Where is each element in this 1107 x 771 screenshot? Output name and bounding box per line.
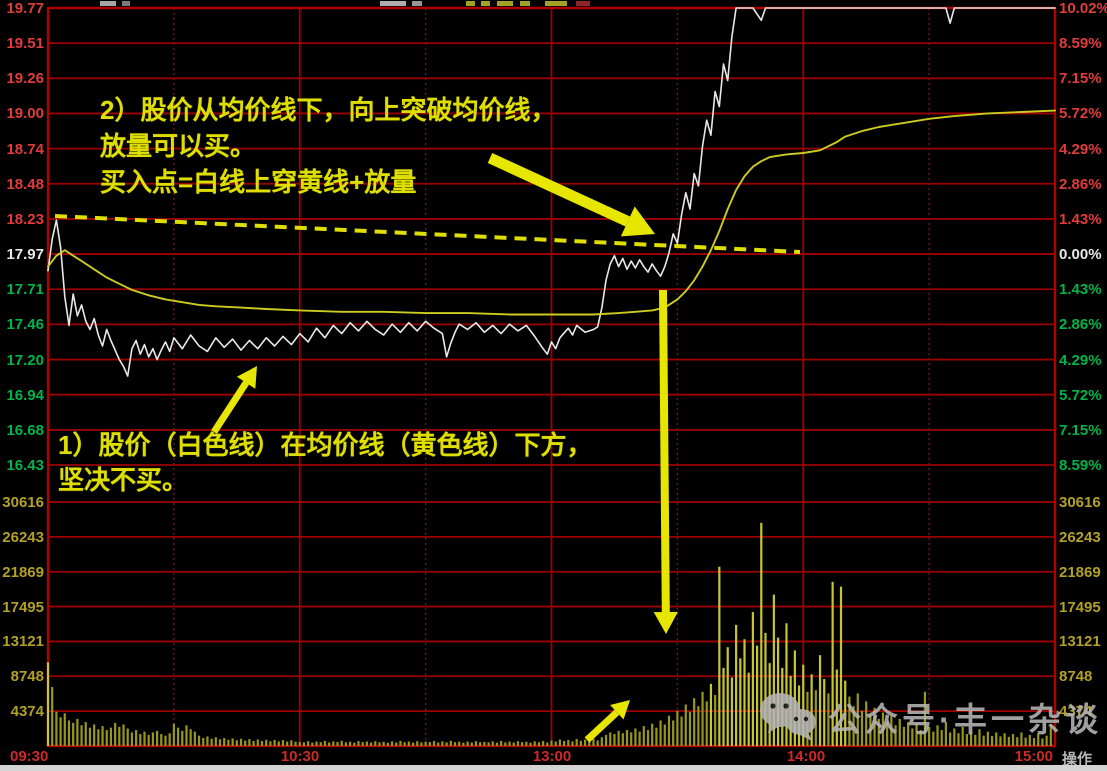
price-axis-tick: 16.68 xyxy=(6,421,44,439)
price-axis-tick: 19.00 xyxy=(6,105,44,123)
price-axis-tick: 16.43 xyxy=(6,457,44,474)
annotation-line: 1）股价（白色线）在均价线（黄色线）下方， xyxy=(58,430,593,460)
percent-axis-tick: 8.59% xyxy=(1059,457,1102,474)
percent-axis-tick: 7.15% xyxy=(1059,421,1102,439)
annotation-line: 坚决不买。 xyxy=(58,465,189,495)
percent-axis-tick: 1.43% xyxy=(1059,210,1102,228)
annotation-line: 买入点=白线上穿黄线+放量 xyxy=(100,167,417,197)
volume-axis-tick-left: 8748 xyxy=(10,668,44,686)
price-axis-tick: 18.23 xyxy=(6,210,44,228)
volume-axis-tick-right: 17495 xyxy=(1059,598,1101,616)
percent-axis-tick: 10.02% xyxy=(1059,0,1107,17)
volume-axis-tick-right: 26243 xyxy=(1059,528,1101,546)
price-axis-tick: 17.46 xyxy=(6,316,44,334)
percent-axis-tick: 7.15% xyxy=(1059,70,1102,88)
volume-axis-tick-left: 21869 xyxy=(2,563,44,581)
annotation-no-buy-rule: 1）股价（白色线）在均价线（黄色线）下方， 坚决不买。 xyxy=(58,428,592,498)
window-bottom-edge xyxy=(0,765,1107,771)
time-axis-tick: 10:30 xyxy=(280,748,320,765)
annotation-line: 2）股价从均价线下，向上突破均价线， xyxy=(100,95,557,125)
percent-axis-tick: 1.43% xyxy=(1059,281,1102,299)
volume-axis-tick-left: 30616 xyxy=(2,494,44,511)
volume-axis-tick-right: 21869 xyxy=(1059,563,1101,581)
time-axis-tick: 09:30 xyxy=(10,748,49,765)
price-axis-tick: 19.77 xyxy=(6,0,44,17)
price-axis-tick: 17.97 xyxy=(6,246,44,264)
percent-axis-tick: 5.72% xyxy=(1059,386,1102,404)
percent-axis-tick: 2.86% xyxy=(1059,316,1102,334)
volume-axis-tick-right: 13121 xyxy=(1059,633,1101,651)
time-axis-tick: 14:00 xyxy=(786,748,826,765)
volume-axis-tick-left: 17495 xyxy=(2,598,44,616)
price-axis-tick: 19.51 xyxy=(6,35,44,53)
time-axis-tick: 15:00 xyxy=(1014,748,1053,765)
percent-axis-tick: 2.86% xyxy=(1059,175,1102,193)
percent-axis-tick: 8.59% xyxy=(1059,35,1102,53)
price-axis-tick: 17.71 xyxy=(6,281,44,299)
watermark-text: 公众号·丰一杂谈 xyxy=(828,701,1102,738)
volume-axis-tick-left: 4374 xyxy=(10,703,44,721)
time-axis: 09:30 10:30 13:00 14:00 15:00 xyxy=(0,748,1107,765)
wechat-icon xyxy=(760,693,816,741)
percent-axis-tick: 4.29% xyxy=(1059,140,1102,158)
price-axis-tick: 18.74 xyxy=(6,140,44,158)
percent-axis-tick: 0.00% xyxy=(1059,246,1102,264)
annotation-line: 放量可以买。 xyxy=(100,131,257,161)
volume-axis-tick-left: 26243 xyxy=(2,528,44,546)
volume-axis-tick-right: 4374 xyxy=(1059,703,1093,721)
annotation-buy-rule: 2）股价从均价线下，向上突破均价线， 放量可以买。 买入点=白线上穿黄线+放量 xyxy=(100,92,556,200)
percent-axis-tick: 4.29% xyxy=(1059,351,1102,369)
action-button[interactable]: 操作 xyxy=(1062,751,1093,768)
price-axis-tick: 17.20 xyxy=(6,351,44,369)
price-axis-tick: 18.48 xyxy=(6,175,44,193)
volume-axis-tick-left: 13121 xyxy=(2,633,44,651)
percent-axis-tick: 5.72% xyxy=(1059,105,1102,123)
price-axis-tick: 16.94 xyxy=(6,386,44,404)
price-axis-tick: 19.26 xyxy=(6,70,44,88)
volume-axis-tick-right: 30616 xyxy=(1059,494,1101,511)
volume-axis-tick-right: 8748 xyxy=(1059,668,1093,686)
time-axis-tick: 13:00 xyxy=(532,748,572,765)
watermark: 公众号·丰一杂谈 xyxy=(756,690,1102,744)
